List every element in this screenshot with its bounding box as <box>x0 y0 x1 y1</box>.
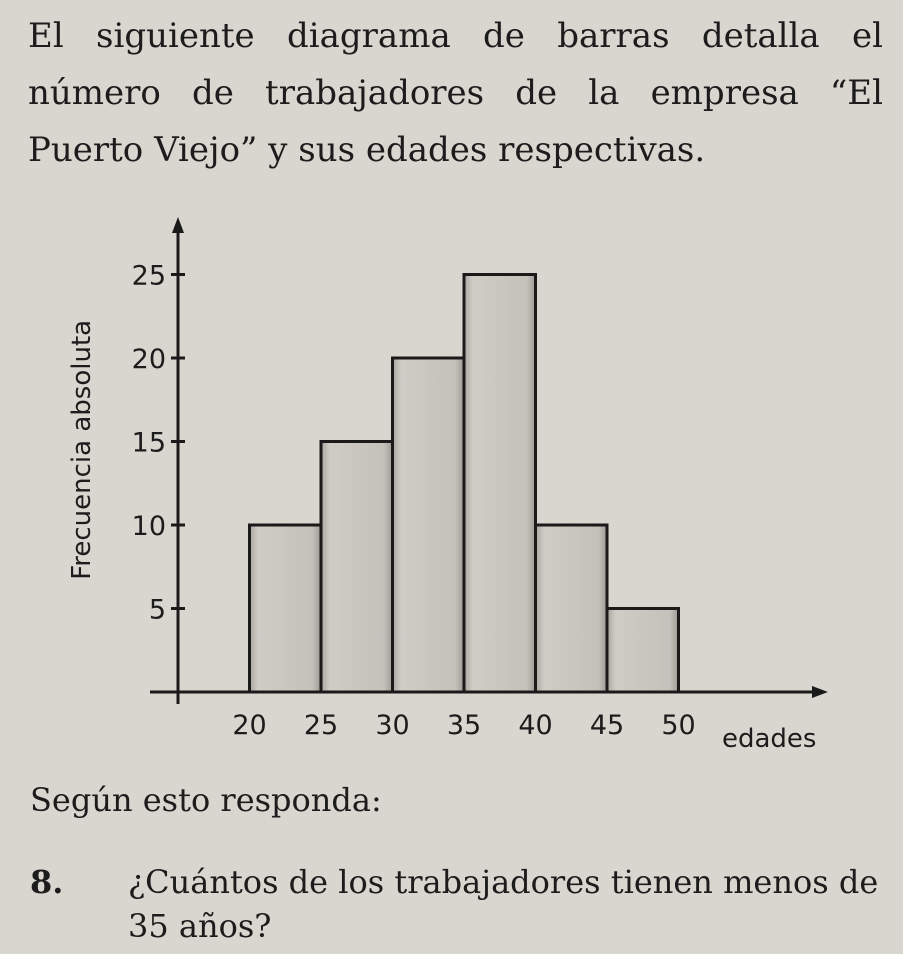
histogram-chart: 5 10 15 20 25 20 25 30 35 40 45 50 edades Frecuencia … <box>67 217 828 755</box>
y-tick-label-20: 20 <box>132 344 166 375</box>
bar-30-35 <box>391 356 466 694</box>
y-tick-label-25: 25 <box>132 261 166 292</box>
question-8: 8. ¿Cuántos de los trabajadores tienen m… <box>30 860 880 948</box>
y-axis-arrow <box>172 217 184 233</box>
bar-20-25 <box>248 523 323 694</box>
y-tick-label-5: 5 <box>149 595 166 626</box>
y-tick-label-15: 15 <box>132 428 166 459</box>
labels-group: 5 10 15 20 25 20 25 30 35 40 45 50 edades Frecuencia … <box>67 261 816 755</box>
bar-45-50 <box>605 607 680 694</box>
x-tick-label-25: 25 <box>304 710 338 741</box>
x-axis-arrow <box>812 686 828 698</box>
bars-group <box>248 273 680 694</box>
x-tick-label-30: 30 <box>375 710 409 741</box>
x-tick-label-50: 50 <box>661 710 695 741</box>
x-tick-label-35: 35 <box>447 710 481 741</box>
question-text: ¿Cuántos de los trabajadores tienen meno… <box>128 863 879 945</box>
bar-25-30 <box>319 440 394 694</box>
prompt-text: Según esto responda: <box>30 781 382 819</box>
y-axis-title: Frecuencia absoluta <box>67 320 97 580</box>
bar-35-40 <box>462 273 537 694</box>
x-tick-label-45: 45 <box>590 710 624 741</box>
x-tick-label-40: 40 <box>518 710 552 741</box>
axes-group <box>150 217 828 704</box>
question-number: 8. <box>30 863 64 901</box>
y-tick-label-10: 10 <box>132 511 166 542</box>
x-tick-label-20: 20 <box>232 710 266 741</box>
x-axis-title: edades <box>722 724 816 754</box>
bar-40-45 <box>534 523 609 694</box>
intro-text: El siguiente diagrama de barras detalla … <box>28 16 883 170</box>
